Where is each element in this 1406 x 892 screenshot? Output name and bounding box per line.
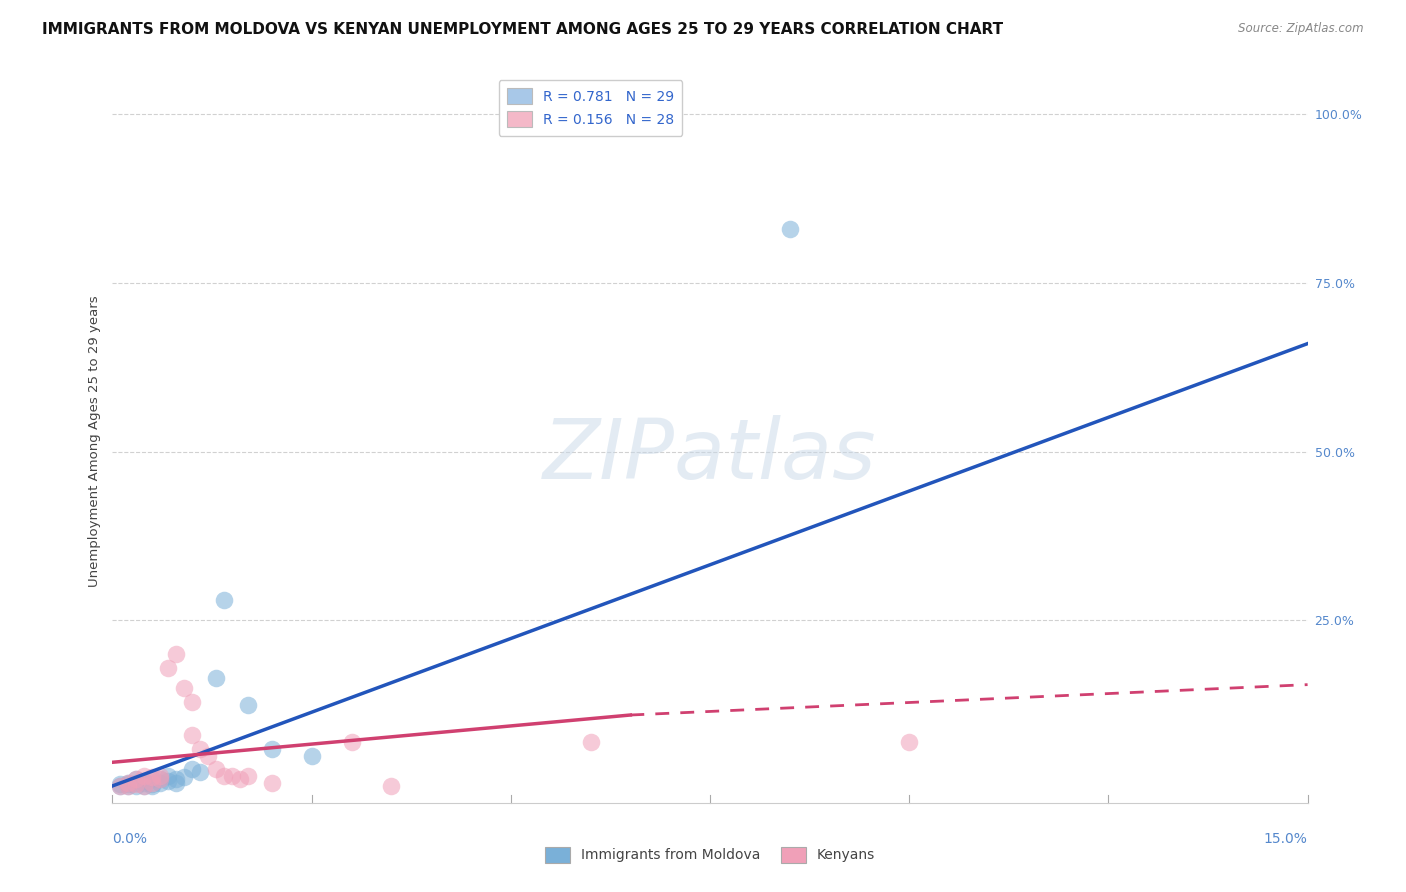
Point [110, 779, 132, 793]
Point [260, 775, 283, 789]
Point [125, 772, 148, 787]
Point [205, 671, 228, 685]
Point [260, 741, 283, 756]
Point [188, 765, 211, 780]
Point [301, 748, 323, 763]
Point [117, 779, 139, 793]
Point [117, 777, 139, 791]
Point [221, 769, 243, 783]
Point [898, 735, 921, 749]
Point [212, 769, 235, 783]
Point [340, 735, 363, 749]
Point [229, 772, 252, 787]
Point [110, 779, 132, 793]
Point [117, 775, 139, 789]
Text: IMMIGRANTS FROM MOLDOVA VS KENYAN UNEMPLOYMENT AMONG AGES 25 TO 29 YEARS CORRELA: IMMIGRANTS FROM MOLDOVA VS KENYAN UNEMPL… [42, 22, 1004, 37]
Point [157, 769, 180, 783]
Point [165, 772, 187, 787]
Point [165, 775, 187, 789]
Point [236, 698, 259, 712]
Point [141, 770, 163, 784]
Point [134, 775, 156, 789]
Point [157, 661, 180, 675]
Point [380, 779, 402, 793]
Point [110, 777, 132, 791]
Legend: Immigrants from Moldova, Kenyans: Immigrants from Moldova, Kenyans [538, 841, 882, 868]
Point [579, 735, 602, 749]
Point [188, 741, 211, 756]
Point [205, 762, 228, 776]
Point [134, 779, 156, 793]
Point [149, 772, 172, 787]
Point [117, 779, 139, 793]
Text: ZIPatlas: ZIPatlas [543, 416, 877, 497]
Point [149, 772, 172, 787]
Text: Source: ZipAtlas.com: Source: ZipAtlas.com [1239, 22, 1364, 36]
Point [117, 775, 139, 789]
Point [197, 748, 219, 763]
Point [141, 775, 163, 789]
Point [181, 728, 204, 742]
Point [149, 775, 172, 789]
Y-axis label: Unemployment Among Ages 25 to 29 years: Unemployment Among Ages 25 to 29 years [89, 296, 101, 587]
Text: 0.0%: 0.0% [112, 832, 148, 847]
Point [173, 770, 195, 784]
Point [134, 779, 156, 793]
Point [134, 774, 156, 789]
Point [236, 769, 259, 783]
Point [125, 777, 148, 791]
Point [149, 769, 172, 783]
Text: 15.0%: 15.0% [1264, 832, 1308, 847]
Point [157, 774, 180, 789]
Point [212, 593, 235, 607]
Point [141, 779, 163, 793]
Point [125, 779, 148, 793]
Point [134, 769, 156, 783]
Point [165, 647, 187, 661]
Point [125, 775, 148, 789]
Point [181, 762, 204, 776]
Point [779, 222, 801, 236]
Point [181, 694, 204, 708]
Point [141, 772, 163, 787]
Point [173, 681, 195, 695]
Point [125, 772, 148, 787]
Point [141, 777, 163, 791]
